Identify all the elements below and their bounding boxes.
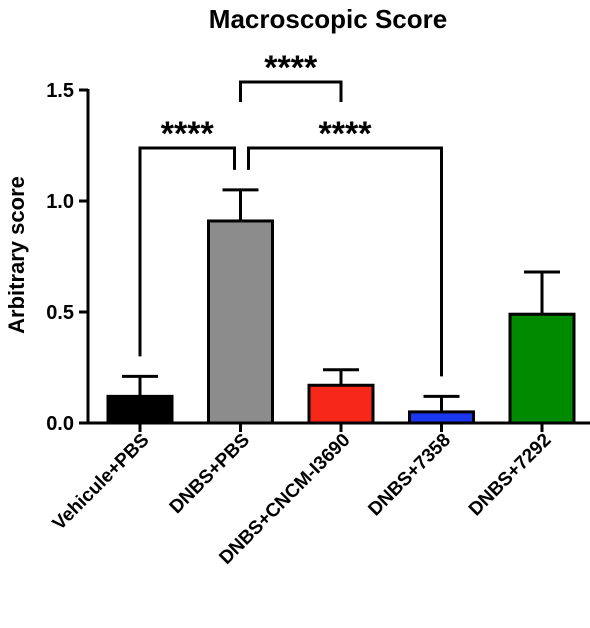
y-tick-label: 0.5	[46, 302, 74, 324]
x-tick-label: Vehicule+PBS	[49, 430, 154, 535]
y-tick-label: 1.0	[46, 191, 74, 213]
bar	[106, 394, 174, 425]
significance-label: ****	[319, 115, 373, 153]
significance-bracket	[138, 146, 236, 357]
y-tick-label: 1.5	[46, 80, 74, 102]
bars	[106, 188, 576, 425]
x-tick-label: DNBS+PBS	[166, 430, 254, 518]
x-tick-label: DNBS+7358	[364, 430, 455, 521]
y-tick-label: 0.0	[46, 413, 74, 435]
significance-label: ****	[161, 115, 215, 153]
bar	[207, 219, 274, 425]
x-tick-label: DNBS+7292	[465, 430, 556, 521]
significance-bracket	[239, 80, 343, 102]
significance-annotations: ************	[138, 49, 443, 377]
significance-label: ****	[264, 49, 318, 87]
significance-bracket	[247, 146, 443, 377]
bar	[307, 383, 375, 425]
chart-title: Macroscopic Score	[209, 4, 447, 34]
bar	[408, 410, 475, 425]
bar	[508, 312, 576, 425]
y-axis-label: Arbitrary score	[4, 176, 29, 334]
